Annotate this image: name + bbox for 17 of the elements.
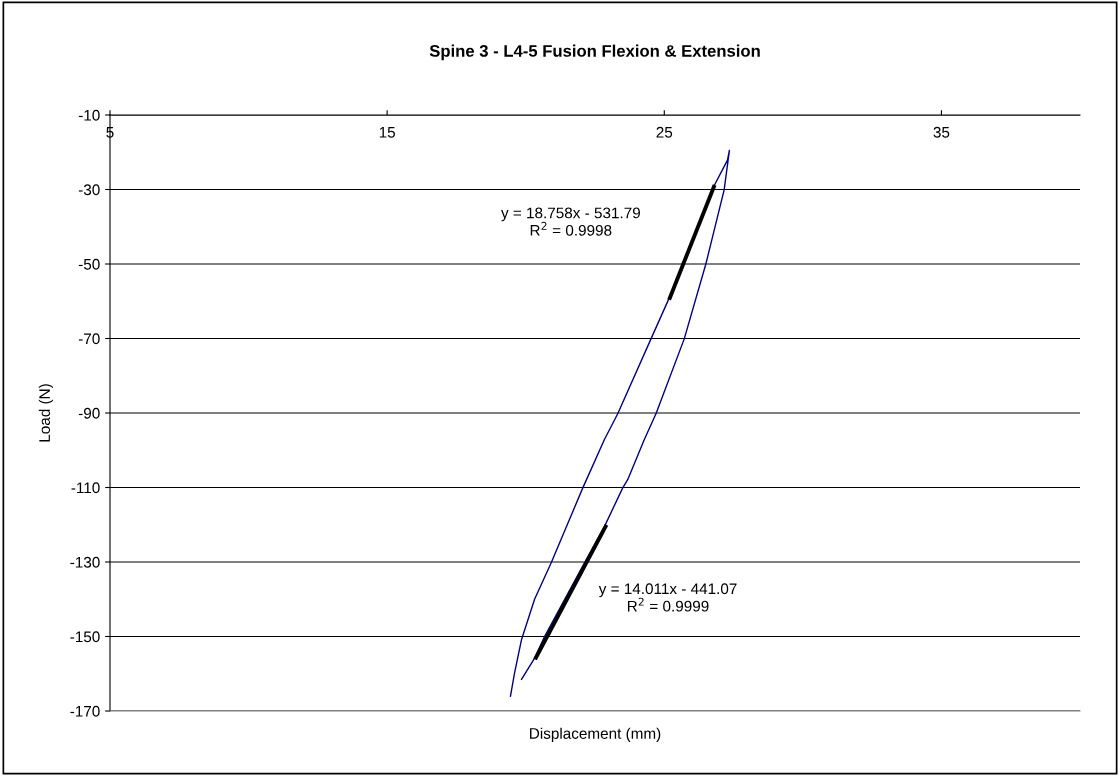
y-tick-label: -150 bbox=[70, 631, 100, 643]
y-tick-label: -50 bbox=[78, 258, 100, 270]
y-tick-label: -130 bbox=[70, 556, 100, 568]
x-axis-title: Displacement (mm) bbox=[530, 727, 661, 742]
y-tick-label: -170 bbox=[70, 705, 100, 717]
y-tick-label: -90 bbox=[78, 407, 100, 419]
x-tick-label: 35 bbox=[933, 126, 950, 138]
annotation: y = 18.758x - 531.79 R$^{2}$ = 0.9998 bbox=[501, 207, 640, 236]
y-tick-label: -110 bbox=[71, 482, 100, 494]
x-tick-label: 25 bbox=[656, 126, 673, 138]
y-tick-label: -30 bbox=[78, 184, 100, 196]
y-tick-label: -10 bbox=[78, 109, 100, 121]
chart-title: Spine 3 - L4-5 Fusion Flexion & Extension bbox=[429, 44, 760, 61]
y-axis-title: Load (N) bbox=[38, 384, 54, 442]
x-tick-label: 15 bbox=[379, 127, 395, 138]
y-tick-label: -70 bbox=[78, 333, 100, 345]
annotation: y = 14.011x - 441.07 R$^{2}$ = 0.9999 bbox=[598, 583, 737, 612]
